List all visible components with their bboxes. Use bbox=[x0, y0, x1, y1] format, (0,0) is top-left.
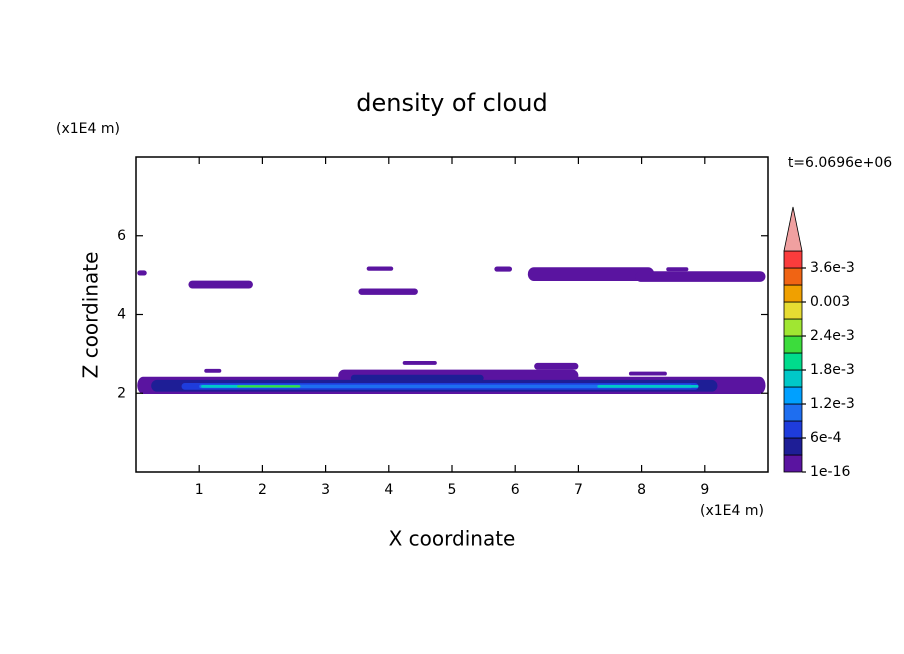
x-tick-label: 8 bbox=[637, 482, 646, 498]
colorbar-over-arrow bbox=[783, 206, 803, 252]
contour-region bbox=[534, 362, 579, 370]
x-unit: (x1E4 m) bbox=[700, 503, 764, 519]
colorbar-tick-label: 2.4e-3 bbox=[810, 328, 855, 344]
colorbar-tick-label: 0.003 bbox=[810, 294, 850, 310]
colorbar-box bbox=[783, 454, 803, 473]
x-tick-label: 4 bbox=[384, 482, 393, 498]
contour-region bbox=[188, 280, 253, 289]
colorbar-box bbox=[783, 420, 803, 439]
colorbar-box bbox=[783, 369, 803, 388]
colorbar-tick-label: 1.2e-3 bbox=[810, 396, 855, 412]
contour-region bbox=[494, 266, 513, 272]
colorbar-box bbox=[783, 318, 803, 337]
contour-region bbox=[237, 385, 301, 388]
plot-frame bbox=[135, 156, 769, 473]
contour-region bbox=[204, 368, 222, 373]
colorbar-tick-label: 1e-16 bbox=[810, 464, 850, 480]
colorbar-tick-label: 6e-4 bbox=[810, 430, 842, 446]
y-axis-label: Z coordinate bbox=[79, 252, 103, 379]
colorbar-box bbox=[783, 352, 803, 371]
contour-region bbox=[628, 371, 667, 376]
y-unit: (x1E4 m) bbox=[56, 121, 120, 137]
colorbar-tick-label: 1.8e-3 bbox=[810, 362, 855, 378]
contour-region bbox=[666, 267, 689, 272]
colorbar-box bbox=[783, 301, 803, 320]
colorbar-box bbox=[783, 437, 803, 456]
x-tick-label: 6 bbox=[511, 482, 520, 498]
y-tick-label: 2 bbox=[117, 385, 126, 401]
colorbar-box bbox=[783, 335, 803, 354]
contour-region bbox=[527, 267, 655, 282]
x-tick-label: 7 bbox=[574, 482, 583, 498]
x-tick-label: 9 bbox=[700, 482, 709, 498]
contour-region bbox=[350, 374, 484, 382]
x-tick-label: 3 bbox=[321, 482, 330, 498]
contour-region bbox=[597, 384, 699, 388]
contour-region bbox=[199, 384, 693, 389]
colorbar-box bbox=[783, 284, 803, 303]
contour-region bbox=[402, 360, 437, 365]
colorbar-box bbox=[783, 250, 803, 269]
colorbar-box bbox=[783, 267, 803, 286]
x-tick-label: 5 bbox=[448, 482, 457, 498]
colorbar-box bbox=[783, 403, 803, 422]
contour-region bbox=[358, 288, 418, 295]
contour-region bbox=[137, 270, 147, 276]
colorbar-tick-label: 3.6e-3 bbox=[810, 260, 855, 276]
contour-region bbox=[366, 266, 394, 271]
x-axis-label: X coordinate bbox=[389, 527, 516, 551]
contour-region bbox=[635, 271, 766, 282]
chart-title: density of cloud bbox=[356, 89, 547, 117]
colorbar-box bbox=[783, 386, 803, 405]
time-label: t=6.0696e+06 bbox=[788, 155, 892, 171]
y-tick-label: 6 bbox=[117, 228, 126, 244]
y-tick-label: 4 bbox=[117, 307, 126, 323]
x-tick-label: 2 bbox=[258, 482, 267, 498]
x-tick-label: 1 bbox=[195, 482, 204, 498]
